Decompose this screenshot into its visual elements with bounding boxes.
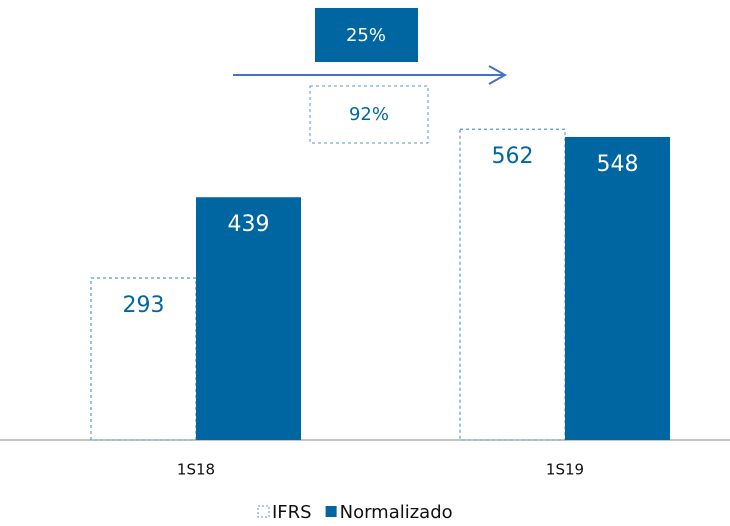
annotation-box <box>315 8 418 62</box>
value-label: 548 <box>597 152 639 177</box>
annotation-box <box>309 85 429 144</box>
value-label: 293 <box>123 293 165 318</box>
legend-swatch <box>257 505 270 518</box>
x-tick-label: 1S18 <box>177 461 215 479</box>
arrow-head <box>488 65 508 85</box>
x-tick-label: 1S19 <box>546 461 584 479</box>
legend-label: IFRS <box>272 502 312 523</box>
annotation: 92% <box>349 104 389 125</box>
legend-swatch <box>325 506 337 517</box>
legend-label: Normalizado <box>340 502 453 523</box>
annotation: 25% <box>346 25 386 46</box>
bar <box>565 136 670 440</box>
value-label: 439 <box>228 212 270 237</box>
bar <box>196 197 301 440</box>
bar <box>459 128 566 441</box>
value-label: 562 <box>492 144 534 169</box>
